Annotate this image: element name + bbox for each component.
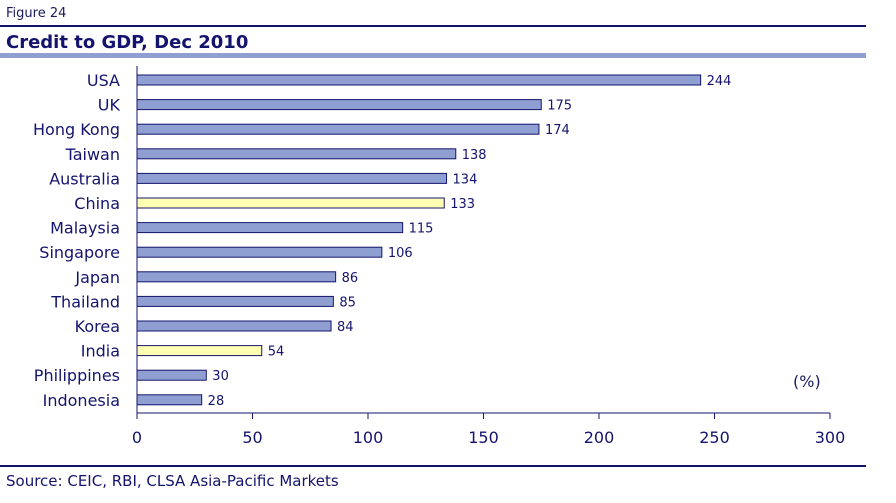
- value-label-india: 54: [268, 345, 285, 360]
- value-label-usa: 244: [707, 74, 732, 89]
- category-label-korea: Korea: [75, 317, 120, 336]
- bar-malaysia: [136, 222, 404, 234]
- value-label-japan: 86: [342, 271, 359, 286]
- category-label-japan: Japan: [74, 268, 120, 287]
- bar-australia: [136, 172, 448, 184]
- category-label-philippines: Philippines: [34, 366, 120, 385]
- x-axis: 0 50 100 150 200 250 300: [132, 66, 845, 447]
- category-label-malaysia: Malaysia: [50, 219, 120, 238]
- source-note: Source: CEIC, RBI, CLSA Asia-Pacific Mar…: [6, 472, 339, 490]
- bar-taiwan: [136, 148, 457, 160]
- x-tick-label-300: 300: [815, 428, 846, 447]
- bar-hong-kong: [136, 123, 540, 135]
- x-tick-label-250: 250: [699, 428, 730, 447]
- bar-thailand: [136, 295, 334, 307]
- category-label-singapore: Singapore: [39, 243, 120, 262]
- bar-uk: [136, 99, 542, 111]
- value-label-uk: 175: [547, 99, 572, 114]
- bar-singapore: [136, 246, 383, 258]
- value-label-australia: 134: [453, 172, 478, 187]
- x-tick-label-200: 200: [584, 428, 615, 447]
- value-label-indonesia: 28: [208, 394, 225, 409]
- top-rule: [0, 25, 866, 27]
- x-tick-label-150: 150: [468, 428, 499, 447]
- chart-title: Credit to GDP, Dec 2010: [6, 32, 249, 53]
- title-rule: [0, 53, 866, 58]
- category-label-china: China: [74, 194, 120, 213]
- value-label-philippines: 30: [212, 369, 229, 384]
- category-label-usa: USA: [87, 71, 120, 90]
- category-label-thailand: Thailand: [50, 292, 120, 311]
- category-label-taiwan: Taiwan: [65, 145, 120, 164]
- bar-japan: [136, 271, 337, 283]
- value-label-thailand: 85: [339, 295, 356, 310]
- value-label-malaysia: 115: [409, 222, 434, 237]
- bar-china: [136, 197, 445, 209]
- value-label-hong-kong: 174: [545, 123, 570, 138]
- value-label-singapore: 106: [388, 246, 413, 261]
- unit-label: (%): [793, 372, 821, 391]
- figure-label: Figure 24: [6, 6, 67, 21]
- value-label-korea: 84: [337, 320, 354, 335]
- bar-usa: [136, 74, 702, 86]
- x-tick-label-100: 100: [353, 428, 384, 447]
- x-tick-label-50: 50: [242, 428, 262, 447]
- bars-group: USA 244 UK 175 Hong Kong 174 Taiwan 138 Australi…: [33, 71, 731, 410]
- bar-korea: [136, 320, 332, 332]
- value-label-taiwan: 138: [462, 148, 487, 163]
- bar-india: [136, 345, 263, 357]
- category-label-australia: Australia: [49, 169, 120, 188]
- value-label-china: 133: [450, 197, 475, 212]
- bottom-rule: [0, 465, 866, 467]
- category-label-hong-kong: Hong Kong: [33, 120, 120, 139]
- x-tick-label-0: 0: [132, 428, 142, 447]
- category-label-uk: UK: [98, 96, 121, 115]
- category-label-india: India: [81, 342, 120, 361]
- bar-philippines: [136, 369, 207, 381]
- category-label-indonesia: Indonesia: [43, 391, 120, 410]
- bar-indonesia: [136, 394, 203, 406]
